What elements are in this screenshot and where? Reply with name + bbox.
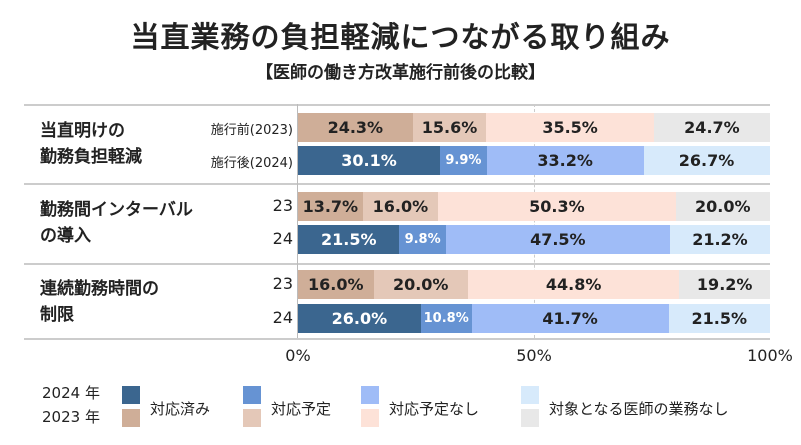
row-label: 施行後(2024) <box>210 156 293 171</box>
data-label: 16.0% <box>308 275 364 294</box>
chart-subtitle: 【医師の働き方改革施行前後の比較】 <box>256 63 545 83</box>
data-label: 21.5% <box>691 309 747 328</box>
bar-segment: 16.0% <box>298 270 374 299</box>
legend-swatch-2023 <box>361 409 379 427</box>
legend-year: 2024 年 <box>42 384 100 402</box>
data-label: 10.8% <box>423 311 469 326</box>
group-divider <box>24 263 770 265</box>
data-label: 13.7% <box>302 197 359 216</box>
row-label: 24 <box>272 308 293 327</box>
legend-swatch-2024 <box>243 386 261 404</box>
bar-segment: 9.9% <box>440 146 487 175</box>
bar-segment: 26.0% <box>298 304 421 333</box>
group-label-line: 連続勤務時間の <box>40 279 159 299</box>
bar-segment: 13.7% <box>298 192 363 221</box>
legend-swatch-2024 <box>122 386 140 404</box>
data-label: 24.7% <box>684 118 740 137</box>
x-tick-label: 100% <box>747 346 793 365</box>
bar-segment: 24.7% <box>653 113 770 142</box>
legend-label: 対応予定なし <box>389 400 480 418</box>
bar-segment: 44.8% <box>467 270 680 299</box>
data-label: 21.5% <box>320 230 377 249</box>
row-label: 施行前(2023) <box>210 123 293 138</box>
data-label: 15.6% <box>421 118 478 137</box>
data-label: 50.3% <box>529 197 585 216</box>
bar-segment: 16.0% <box>362 192 439 221</box>
data-label: 16.0% <box>372 197 429 216</box>
bar-segment: 33.2% <box>486 146 644 175</box>
bar-segment: 20.0% <box>675 192 770 221</box>
gridline-50 <box>534 104 535 338</box>
group-label-line: 勤務間インターバル <box>40 200 193 220</box>
legend-label: 対応予定 <box>271 400 332 418</box>
group-label-line: の導入 <box>40 226 91 246</box>
legend-swatch-2023 <box>521 409 539 427</box>
row-label: 23 <box>272 274 293 293</box>
data-label: 24.3% <box>327 118 384 137</box>
bar-segment: 10.8% <box>420 304 472 333</box>
bar-segment: 47.5% <box>445 225 670 254</box>
group-label: 当直明けの勤務負担軽減 <box>40 118 142 170</box>
legend-swatch-2024 <box>521 386 539 404</box>
bar-segment: 26.7% <box>643 146 770 175</box>
legend-swatch-2024 <box>361 386 379 404</box>
data-label: 47.5% <box>530 230 586 249</box>
data-label: 20.0% <box>695 197 751 216</box>
bar-segment: 19.2% <box>679 270 770 299</box>
legend-swatch-2023 <box>122 409 140 427</box>
bar-segment: 21.2% <box>669 225 770 254</box>
group-label-line: 制限 <box>40 305 74 325</box>
group-label: 連続勤務時間の 制限 <box>40 276 159 328</box>
bar-segment: 30.1% <box>298 146 441 175</box>
row-label: 24 <box>272 229 293 248</box>
chart-frame <box>24 104 770 340</box>
data-label: 41.7% <box>542 309 598 328</box>
data-label: 19.2% <box>696 275 753 294</box>
legend-label: 対応済み <box>150 400 211 418</box>
group-label-line: 当直明けの <box>40 121 125 141</box>
bar-segment: 41.7% <box>471 304 669 333</box>
data-label: 9.9% <box>445 153 482 168</box>
legend-label: 対象となる医師の業務なし <box>549 400 729 418</box>
group-label-line: 勤務負担軽減 <box>40 147 142 167</box>
data-label: 21.2% <box>692 230 748 249</box>
bar-segment: 21.5% <box>298 225 400 254</box>
bar-segment: 9.8% <box>399 225 446 254</box>
bar-segment: 24.3% <box>298 113 413 142</box>
bar-segment: 20.0% <box>373 270 468 299</box>
bar-segment: 15.6% <box>412 113 487 142</box>
legend-year: 2023 年 <box>42 408 100 426</box>
bar-segment: 21.5% <box>668 304 770 333</box>
data-label: 26.0% <box>331 309 388 328</box>
bar-segment: 50.3% <box>438 192 676 221</box>
data-label: 35.5% <box>542 118 598 137</box>
data-label: 44.8% <box>545 275 602 294</box>
x-tick-label: 50% <box>516 346 552 365</box>
legend-swatch-2023 <box>243 409 261 427</box>
data-label: 30.1% <box>341 151 397 170</box>
bar-segment: 35.5% <box>486 113 654 142</box>
x-tick-label: 0% <box>285 346 311 365</box>
data-label: 33.2% <box>537 151 593 170</box>
group-divider <box>24 183 770 185</box>
data-label: 9.8% <box>404 232 441 247</box>
y-axis-line <box>297 104 298 338</box>
row-label: 23 <box>272 196 293 215</box>
data-label: 26.7% <box>678 151 735 170</box>
data-label: 20.0% <box>392 275 449 294</box>
chart-title: 当直業務の負担軽減につながる取り組み <box>130 20 671 54</box>
group-label: 勤務間インターバル の導入 <box>40 197 193 249</box>
